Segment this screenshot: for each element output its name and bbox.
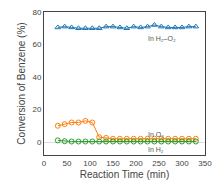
svg-text:In H₂: In H₂ xyxy=(148,146,164,153)
svg-text:300: 300 xyxy=(175,159,189,168)
svg-text:40: 40 xyxy=(32,73,41,82)
svg-text:Reaction Time (min): Reaction Time (min) xyxy=(80,169,169,180)
svg-text:80: 80 xyxy=(32,8,41,17)
svg-text:50: 50 xyxy=(63,159,72,168)
svg-text:200: 200 xyxy=(129,159,143,168)
svg-text:In H₂–O₂: In H₂–O₂ xyxy=(148,35,176,42)
svg-text:150: 150 xyxy=(106,159,120,168)
svg-text:0: 0 xyxy=(37,138,42,147)
svg-text:20: 20 xyxy=(32,105,41,114)
svg-text:Conversion of Benzene (%): Conversion of Benzene (%) xyxy=(16,22,27,144)
svg-text:100: 100 xyxy=(83,159,97,168)
svg-text:In O₂: In O₂ xyxy=(148,131,164,138)
svg-text:0: 0 xyxy=(42,159,47,168)
svg-text:60: 60 xyxy=(32,40,41,49)
svg-text:350: 350 xyxy=(198,159,212,168)
svg-text:250: 250 xyxy=(152,159,166,168)
